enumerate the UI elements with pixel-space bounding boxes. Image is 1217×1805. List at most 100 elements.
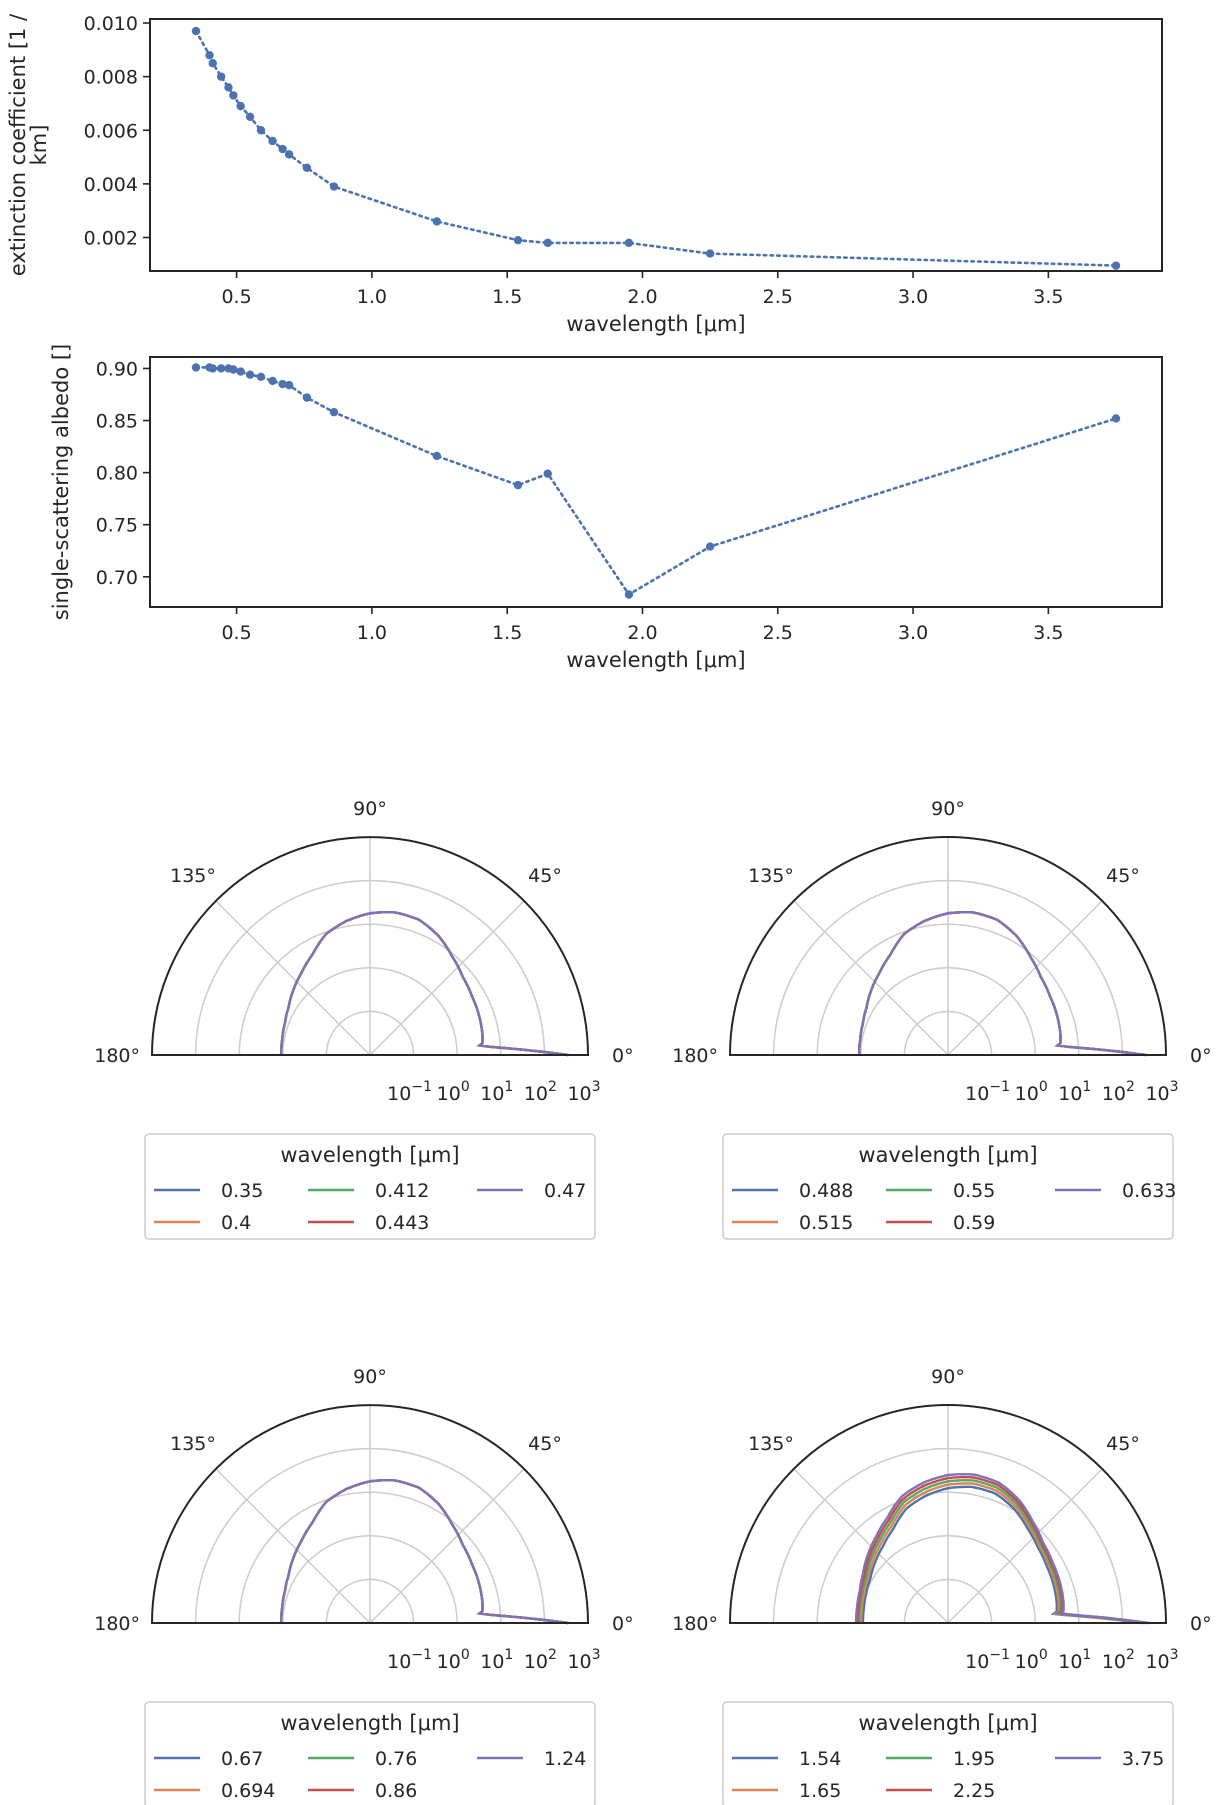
- legend-entry-label: 0.67: [221, 1748, 263, 1770]
- angle-tick-label: 0°: [612, 1045, 634, 1067]
- phase-function-line: [861, 1485, 1143, 1625]
- radial-tick-exponent: 2: [1126, 1079, 1135, 1095]
- angle-tick-label: 180°: [672, 1613, 718, 1635]
- polar-frame: [728, 836, 1168, 1056]
- data-point: [278, 144, 287, 154]
- phase-function-line: [854, 1472, 1150, 1625]
- data-point: [216, 72, 226, 81]
- data-point: [513, 480, 523, 490]
- radial-tick-base: 10: [524, 1083, 548, 1105]
- angle-tick-label: 135°: [170, 865, 216, 887]
- radial-tick-exponent: −1: [411, 1647, 432, 1663]
- phase-function-line: [280, 1478, 569, 1625]
- radial-tick-base: 10: [567, 1083, 591, 1105]
- angle-tick-label: 135°: [748, 865, 794, 887]
- phase-function-line: [858, 910, 1147, 1057]
- y-axis-label: single-scattering albedo []: [49, 344, 73, 620]
- radial-tick-label: 10−1: [387, 1079, 432, 1105]
- axes-frame: [149, 356, 1163, 608]
- radial-tick-label: 101: [480, 1647, 513, 1673]
- phase-function-line: [280, 910, 569, 1057]
- data-point: [705, 542, 715, 551]
- data-point: [268, 376, 277, 386]
- radial-tick-label: 103: [567, 1647, 600, 1673]
- phase-function-line: [280, 1478, 569, 1625]
- data-point: [191, 363, 201, 372]
- series-line: [194, 366, 1118, 597]
- angle-tick-label: 135°: [748, 1433, 794, 1455]
- polar-chart-2: 0°45°90°135°180°10−1 100 101 102 103waveleng…: [94, 798, 634, 1240]
- legend-entry-label: 0.4: [221, 1212, 251, 1234]
- polar-frame: [150, 836, 590, 1056]
- legend-box: [722, 1133, 1174, 1240]
- phase-function-line: [858, 910, 1147, 1057]
- x-axis-label: wavelength [μm]: [566, 312, 745, 336]
- data-point: [432, 217, 442, 226]
- radial-tick-label: 10−1: [965, 1647, 1010, 1673]
- angle-tick-label: 45°: [1106, 865, 1140, 887]
- radial-tick-base: 10: [1015, 1651, 1039, 1673]
- legend: wavelength [μm] 0.67 0.694 0.76 0.86 1.24: [144, 1701, 596, 1805]
- x-tick-label: 2.5: [763, 286, 793, 308]
- radial-tick-label: 101: [1058, 1647, 1091, 1673]
- radial-tick-exponent: 3: [1170, 1079, 1179, 1095]
- phase-function-line: [280, 1478, 569, 1625]
- y-axis-label: extinction coefficient [1 /km]: [6, 13, 51, 276]
- phase-function-line: [280, 1478, 569, 1625]
- polar-chart-4: 0°45°90°135°180°10−1 100 101 102 103waveleng…: [94, 1366, 634, 1805]
- radial-tick-label: 102: [524, 1079, 557, 1105]
- phase-function-line: [858, 910, 1147, 1057]
- radial-tick-label: 102: [524, 1647, 557, 1673]
- x-axis-label: wavelength [μm]: [566, 648, 745, 672]
- line-chart-1: 0.5 1.0 1.5 2.0 2.5 3.0 3.5 0.70 0.75 0.80 0.85 0.9…: [49, 344, 1163, 672]
- radial-tick-exponent: 0: [461, 1647, 470, 1663]
- line-chart-0: 0.5 1.0 1.5 2.0 2.5 3.0 3.5 0.002 0.004 0.006 0.00…: [6, 13, 1163, 336]
- polar-chart-3: 0°45°90°135°180°10−1 100 101 102 103waveleng…: [672, 798, 1212, 1240]
- series-line: [194, 29, 1118, 267]
- radial-tick-base: 10: [387, 1651, 411, 1673]
- data-point: [208, 364, 217, 373]
- legend-entry-label: 0.59: [953, 1212, 995, 1234]
- data-point: [543, 238, 552, 248]
- phase-function-line: [280, 1478, 569, 1625]
- legend-entry-label: 0.86: [375, 1780, 417, 1802]
- radial-tick-exponent: 1: [1082, 1079, 1091, 1095]
- polar-frame: [150, 1404, 590, 1624]
- legend-entry-label: 0.412: [375, 1180, 429, 1202]
- data-point: [236, 367, 245, 376]
- angle-tick-label: 0°: [1190, 1045, 1212, 1067]
- angle-tick-label: 90°: [931, 798, 965, 820]
- data-point: [329, 182, 339, 191]
- radial-tick-base: 10: [1058, 1083, 1082, 1105]
- data-point: [278, 379, 287, 389]
- radial-tick-label: 103: [1145, 1079, 1178, 1105]
- y-tick-label: 0.008: [84, 67, 138, 89]
- radial-tick-exponent: 0: [1039, 1079, 1048, 1095]
- data-point: [302, 393, 312, 402]
- x-tick-label: 1.0: [357, 286, 387, 308]
- data-point: [191, 26, 201, 36]
- radial-tick-label: 103: [1145, 1647, 1178, 1673]
- data-point: [229, 365, 238, 374]
- y-tick-label: 0.004: [84, 174, 138, 196]
- legend: wavelength [μm]0.488 0.515 0.55 0.59 0.633: [722, 1133, 1176, 1240]
- legend: wavelength [μm] 0.35 0.4 0.412 0.443 0.47: [144, 1133, 596, 1240]
- data-point: [1111, 261, 1121, 270]
- y-tick-label: 0.010: [84, 13, 138, 35]
- radial-tick-label: 101: [480, 1079, 513, 1105]
- data-point: [245, 112, 255, 122]
- radial-tick-label: 100: [1015, 1079, 1048, 1105]
- angular-grid-line: [369, 900, 525, 1056]
- legend-entry-label: 1.95: [953, 1748, 995, 1770]
- angle-tick-label: 45°: [528, 865, 562, 887]
- data-point: [208, 59, 217, 68]
- radial-tick-label: 102: [1102, 1079, 1135, 1105]
- legend: wavelength [μm] 1.54 1.65 1.95 2.25 3.75: [722, 1701, 1174, 1805]
- data-point: [268, 136, 277, 146]
- data-point: [624, 590, 634, 599]
- x-tick-label: 3.0: [898, 622, 928, 644]
- radial-tick-base: 10: [1102, 1083, 1126, 1105]
- radial-tick-label: 100: [1015, 1647, 1048, 1673]
- radial-tick-base: 10: [1058, 1651, 1082, 1673]
